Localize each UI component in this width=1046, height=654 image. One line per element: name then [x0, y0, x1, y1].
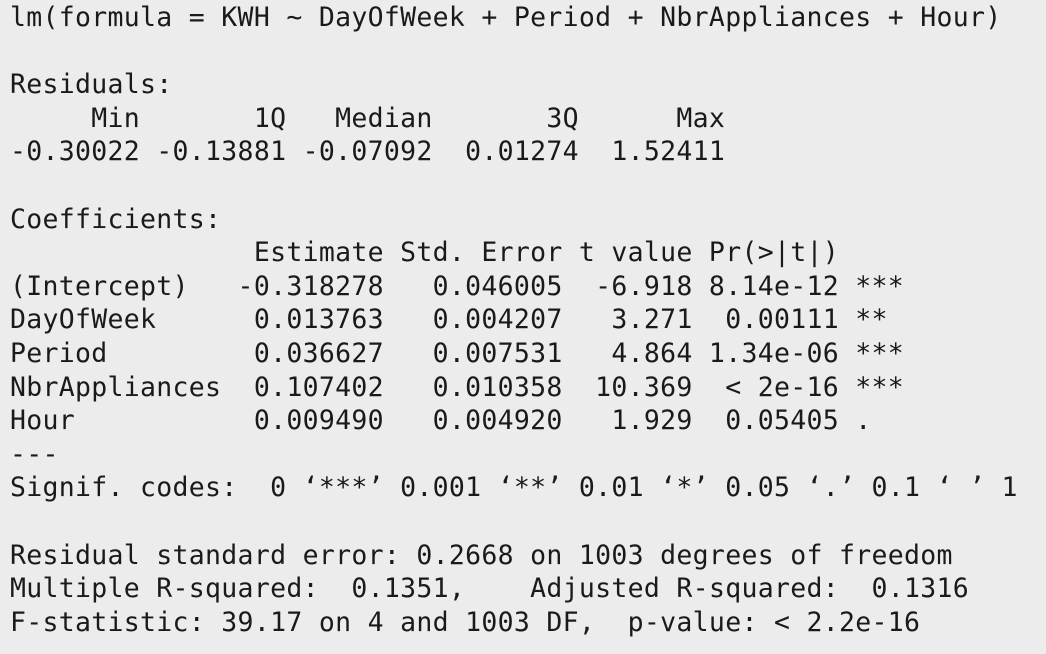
blank-line [10, 35, 1046, 69]
coefficient-row-hour: Hour 0.009490 0.004920 1.929 0.05405 . [10, 405, 904, 437]
residuals-title: Residuals: [10, 69, 173, 101]
coefficients-header: Estimate Std. Error t value Pr(>|t|) [10, 237, 904, 269]
blank-line [10, 169, 1046, 203]
residuals-header: Min 1Q Median 3Q Max [10, 102, 742, 134]
coefficient-row-nbrappliances: NbrAppliances 0.107402 0.010358 10.369 <… [10, 371, 904, 403]
f-statistic-line: F-statistic: 39.17 on 4 and 1003 DF, p-v… [10, 606, 921, 638]
coefficient-row-intercept: (Intercept) -0.318278 0.046005 -6.918 8.… [10, 270, 904, 302]
coefficient-row-period: Period 0.036627 0.007531 4.864 1.34e-06 … [10, 337, 904, 369]
blank-line [10, 505, 1046, 539]
coefficients-title: Coefficients: [10, 203, 222, 235]
model-call: lm(formula = KWH ~ DayOfWeek + Period + … [10, 2, 1002, 33]
residuals-values: -0.30022 -0.13881 -0.07092 0.01274 1.524… [10, 136, 742, 168]
r-squared-line: Multiple R-squared: 0.1351, Adjusted R-s… [10, 573, 986, 605]
coefficient-row-dayofweek: DayOfWeek 0.013763 0.004207 3.271 0.0011… [10, 304, 904, 336]
separator: --- [10, 438, 59, 470]
residual-standard-error: Residual standard error: 0.2668 on 1003 … [10, 539, 953, 571]
signif-codes: Signif. codes: 0 ‘***’ 0.001 ‘**’ 0.01 ‘… [10, 472, 1018, 504]
